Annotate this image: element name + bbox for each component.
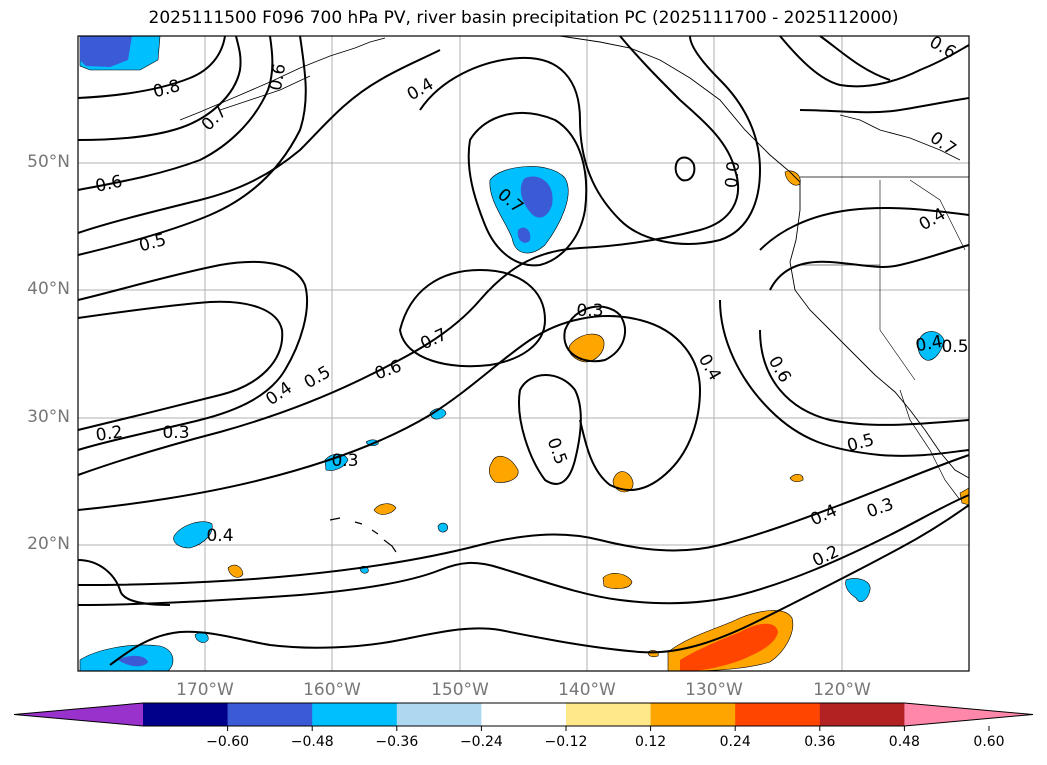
colorbar-tick-label: 0.60 <box>973 734 1005 750</box>
colorbar-tick-label: −0.12 <box>544 734 588 750</box>
colorbar-segment <box>481 703 567 726</box>
lat-label-30n: 30°N <box>27 407 70 427</box>
colorbar-tick-label: 0.24 <box>719 734 751 750</box>
lat-label-50n: 50°N <box>27 152 70 172</box>
colorbar-segment <box>650 703 736 726</box>
lat-label-20n: 20°N <box>27 534 70 554</box>
colorbar-segment <box>819 703 905 726</box>
colorbar-segment <box>396 703 482 726</box>
colorbar-tick-label: 0.48 <box>888 734 920 750</box>
lon-label-120w: 120°W <box>813 680 871 700</box>
lon-label-150w: 150°W <box>431 680 489 700</box>
colorbar-extend-left <box>14 703 143 726</box>
lon-label-170w: 170°W <box>176 680 234 700</box>
colorbar-extend-right <box>904 703 1033 726</box>
colorbar-segment <box>227 703 313 726</box>
colorbar-segment <box>735 703 821 726</box>
colorbar-outline <box>13 702 1034 727</box>
lon-label-140w: 140°W <box>558 680 616 700</box>
map-title: 2025111500 F096 700 hPa PV, river basin … <box>148 8 899 28</box>
colorbar-segment <box>566 703 652 726</box>
colorbar-tick-label: 0.12 <box>635 734 667 750</box>
lon-label-160w: 160°W <box>303 680 361 700</box>
lon-label-130w: 130°W <box>685 680 743 700</box>
colorbar-tick-label: −0.60 <box>206 734 250 750</box>
colorbar-tick-label: 0.36 <box>804 734 836 750</box>
colorbar-tick-label: −0.36 <box>375 734 419 750</box>
colorbar-tick-label: −0.24 <box>459 734 503 750</box>
colorbar-segment <box>312 703 398 726</box>
colorbar-segment <box>143 703 229 726</box>
colorbar-segments <box>13 702 1034 731</box>
lat-label-40n: 40°N <box>27 279 70 299</box>
colorbar-tick-label: −0.48 <box>290 734 334 750</box>
